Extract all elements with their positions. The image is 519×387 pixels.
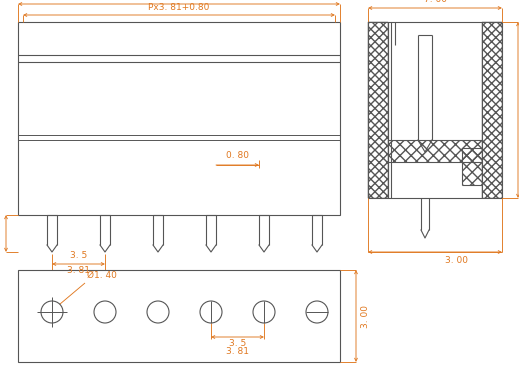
Text: 3. 00: 3. 00 bbox=[445, 256, 468, 265]
Text: 3. 81: 3. 81 bbox=[67, 266, 90, 275]
Bar bbox=[18, 270, 340, 362]
Text: 3. 70: 3. 70 bbox=[0, 222, 3, 245]
Text: Px3. 81+0.80: Px3. 81+0.80 bbox=[148, 3, 210, 12]
Bar bbox=[18, 22, 340, 215]
Bar bbox=[368, 22, 502, 198]
Text: 3. 5: 3. 5 bbox=[70, 251, 87, 260]
Text: 0. 80: 0. 80 bbox=[226, 151, 249, 160]
Text: 3. 00: 3. 00 bbox=[361, 305, 370, 327]
Text: 3. 81: 3. 81 bbox=[226, 347, 249, 356]
Bar bbox=[388, 140, 482, 162]
Text: Ø1. 40: Ø1. 40 bbox=[87, 271, 117, 280]
Bar bbox=[462, 148, 482, 185]
Text: 3. 5: 3. 5 bbox=[229, 339, 246, 348]
Bar bbox=[482, 22, 502, 198]
Text: 7. 00: 7. 00 bbox=[424, 0, 446, 4]
Bar bbox=[368, 22, 388, 198]
